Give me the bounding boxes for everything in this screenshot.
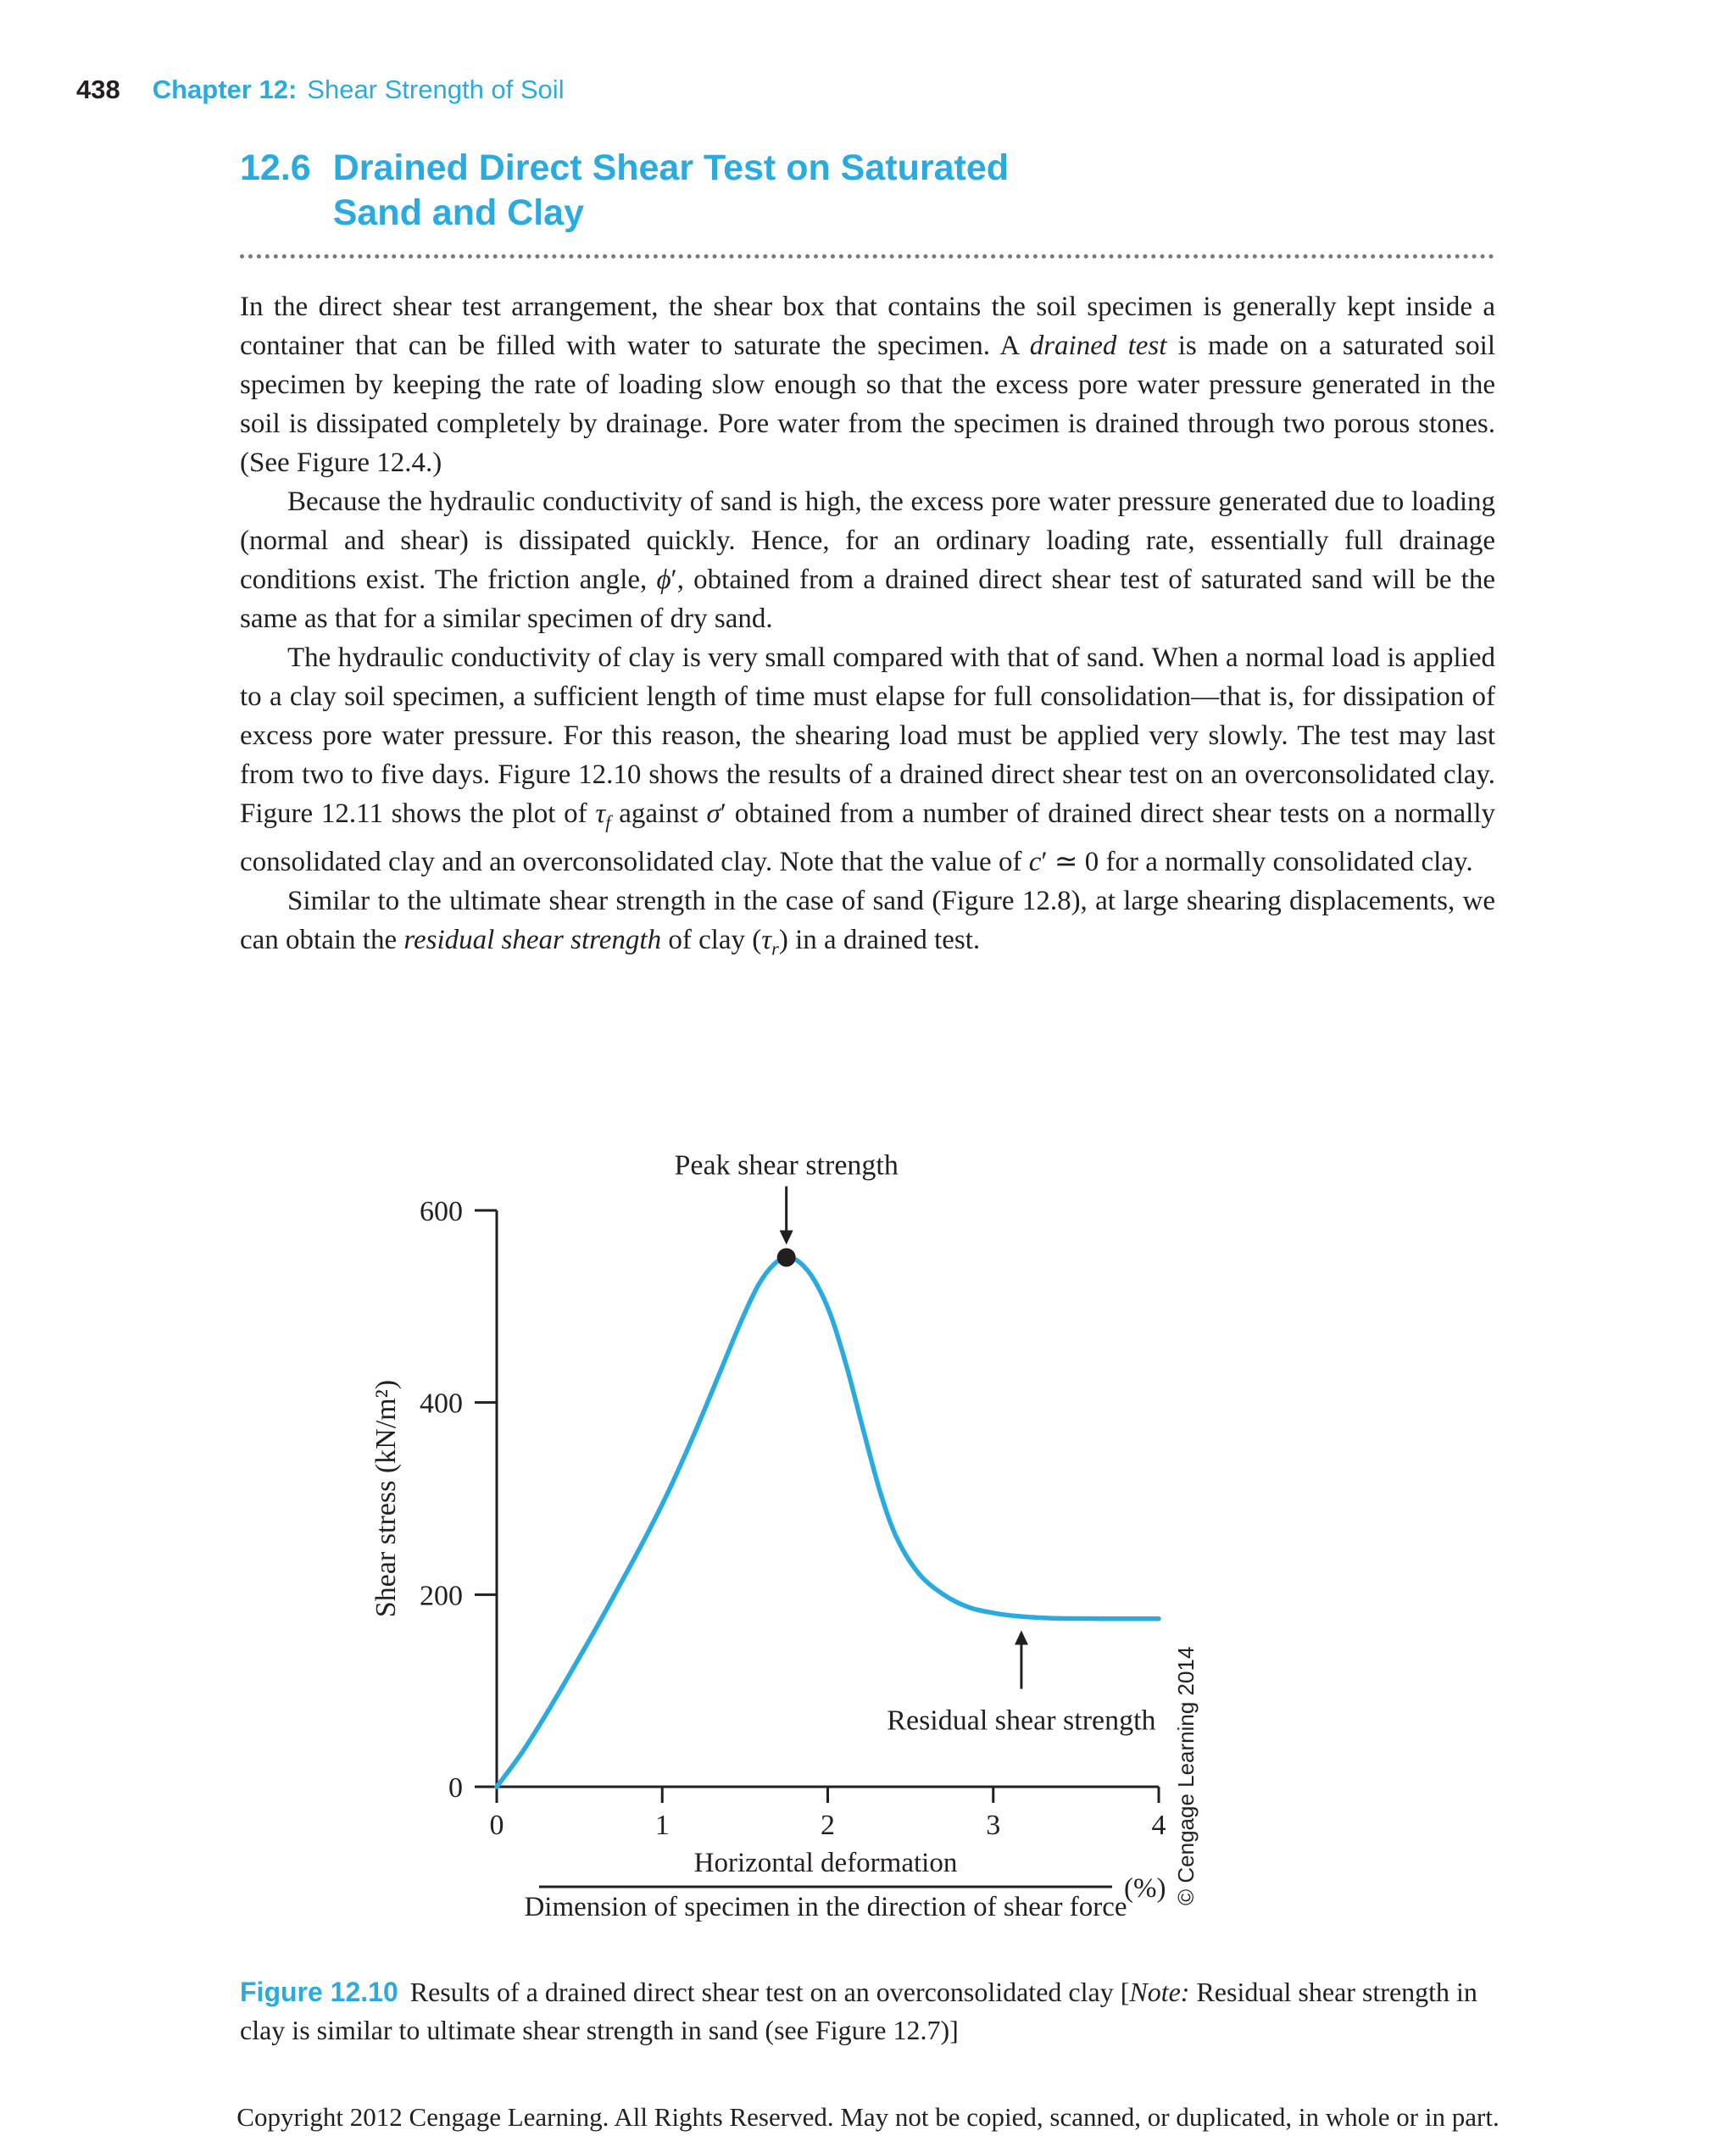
x-tick-label: 3 (986, 1810, 1000, 1841)
chapter-label: Chapter 12: (152, 75, 298, 104)
x-axis-ticks: 0 1 2 3 4 (490, 1787, 1166, 1841)
shear-stress-curve (494, 1254, 1161, 1789)
body-text: In the direct shear test arrangement, th… (240, 287, 1495, 968)
y-axis-ticks: 0 200 400 600 (420, 1196, 497, 1804)
figure-12-10-chart: 0 200 400 600 0 1 2 3 4 Shear stress (kN/m²) Pe… (370, 1150, 1199, 1922)
fraction-numerator: Horizontal deformation (694, 1848, 958, 1878)
peak-shear-strength-annotation: Peak shear strength (675, 1150, 899, 1267)
x-tick-label: 2 (821, 1810, 835, 1841)
figure-credit: © Cengage Learning 2014 (1173, 1647, 1199, 1905)
copyright-footer: Copyright 2012 Cengage Learning. All Rig… (236, 2102, 1500, 2132)
figure-caption: Figure 12.10 Results of a drained direct … (240, 1973, 1500, 2050)
y-tick-label: 600 (420, 1196, 463, 1227)
dotted-divider (240, 236, 1494, 259)
figure-caption-label: Figure 12.10 (240, 1977, 398, 2007)
paragraph-2: Because the hydraulic conductivity of sa… (240, 487, 1495, 634)
paragraph-1: In the direct shear test arrangement, th… (240, 292, 1495, 478)
x-tick-label: 1 (655, 1810, 670, 1841)
residual-arrowhead-icon (1014, 1630, 1028, 1645)
y-tick-label: 400 (420, 1388, 463, 1420)
x-tick-label: 0 (490, 1810, 504, 1841)
residual-shear-strength-annotation: Residual shear strength (887, 1630, 1156, 1737)
residual-annotation-label: Residual shear strength (887, 1705, 1155, 1737)
peak-arrowhead-icon (779, 1230, 793, 1245)
paragraph-4: Similar to the ultimate shear strength i… (240, 885, 1495, 959)
x-axis-unit: (%) (1124, 1873, 1166, 1904)
section-title-line-1: Drained Direct Shear Test on Saturated (332, 147, 1010, 188)
running-header: 438 Chapter 12: Shear Strength of Soil (76, 75, 565, 105)
page-number: 438 (76, 75, 120, 104)
peak-annotation-label: Peak shear strength (675, 1150, 899, 1182)
paragraph-3: The hydraulic conductivity of clay is ve… (240, 642, 1495, 877)
figure-caption-text: Results of a drained direct shear test o… (240, 1977, 1477, 2045)
x-axis-title-fraction: Horizontal deformation Dimension of spec… (524, 1848, 1166, 1922)
fraction-denominator: Dimension of specimen in the direction o… (524, 1892, 1127, 1922)
chapter-title: Shear Strength of Soil (307, 75, 565, 104)
x-tick-label: 4 (1152, 1810, 1166, 1841)
section-number: 12.6 (240, 147, 311, 188)
peak-data-point (776, 1248, 796, 1267)
section-heading: 12.6 Drained Direct Shear Test on Satura… (240, 146, 1494, 236)
y-axis-title: Shear stress (kN/m²) (370, 1380, 402, 1617)
section-title: Drained Direct Shear Test on Saturated S… (333, 146, 1494, 236)
section-title-line-2: Sand and Clay (332, 192, 584, 233)
y-tick-label: 200 (420, 1580, 463, 1611)
y-tick-label: 0 (448, 1772, 463, 1804)
